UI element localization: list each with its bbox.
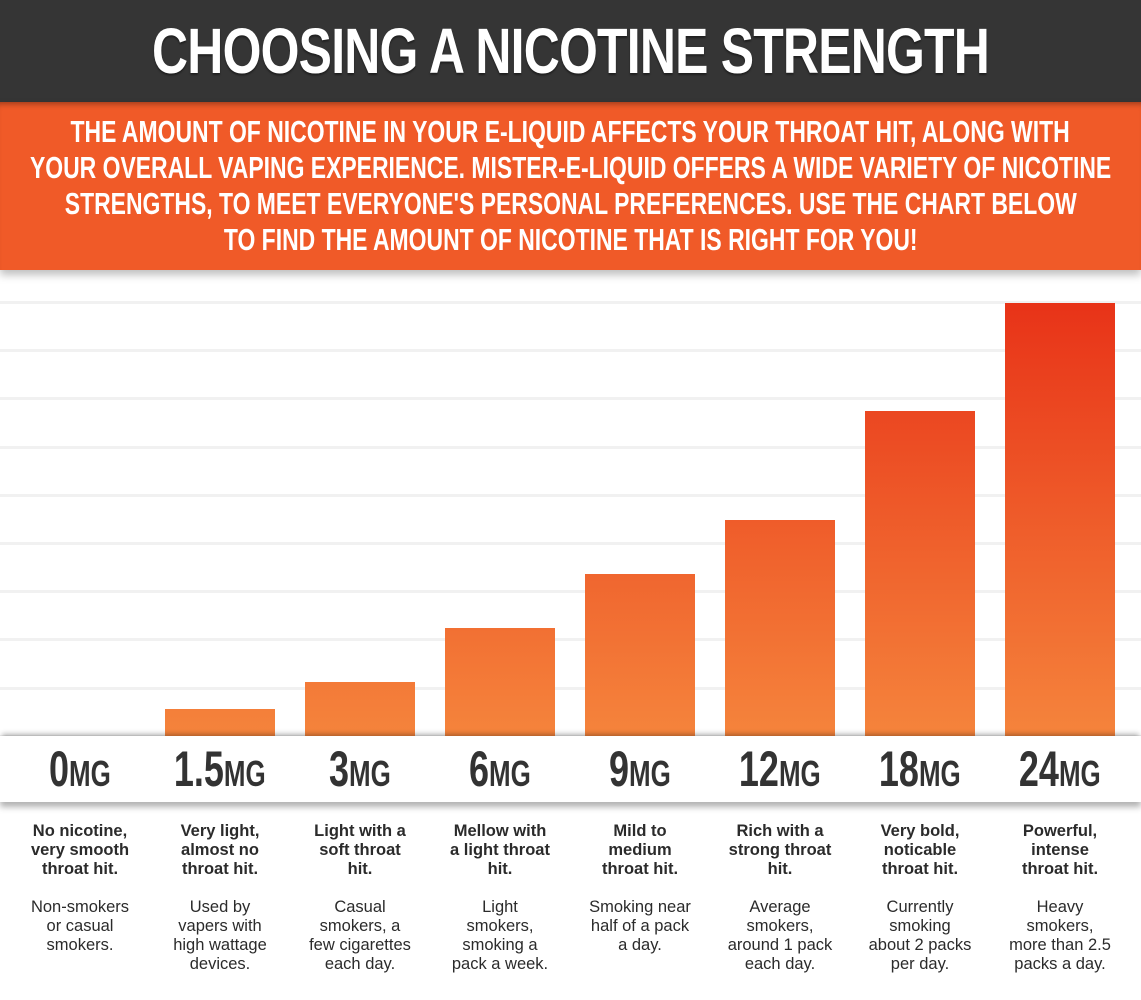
strength-unit: MG [919,753,961,794]
smoker-profile: Heavy smokers, more than 2.5 packs a day. [1009,898,1111,973]
strength-description: Rich with a strong throat hit. Average smoke… [710,822,850,974]
throat-hit-summary: Mild to medium throat hit. [601,822,679,878]
gridline [0,349,1141,353]
axis-label: 6MG [430,736,570,802]
smoker-profile: Average smokers, around 1 pack each day. [727,898,833,973]
bar-12mg [725,519,835,736]
strength-description: No nicotine, very smooth throat hit. Non-sm… [10,822,150,955]
throat-hit-summary: Light with a soft throat hit. [314,822,406,878]
axis-label: 18MG [850,736,990,802]
bar-6mg [445,627,555,736]
smoker-profile: Currently smoking about 2 packs per day. [868,898,972,973]
axis-label: 3MG [290,736,430,802]
smoker-profile: Smoking near half of a pack a day. [589,898,691,954]
bar-9mg [585,573,695,736]
axis-label: 9MG [570,736,710,802]
strength-unit: MG [349,753,391,794]
intro-line-3: STRENGTHS, TO MEET EVERYONE'S PERSONAL P… [64,186,1077,221]
strength-value: 18 [879,741,920,797]
strength-unit: MG [69,753,111,794]
strength-unit: MG [489,753,531,794]
throat-hit-summary: Mellow with a light throat hit. [450,822,550,878]
bar-3mg [305,681,415,736]
strength-description: Light with a soft throat hit. Casual smokers… [290,822,430,974]
strength-value: 1.5 [174,741,225,797]
intro-banner: THE AMOUNT OF NICOTINE IN YOUR E-LIQUID … [0,102,1141,270]
strength-unit: MG [629,753,671,794]
gridline [0,493,1141,497]
strength-description: Powerful, intense throat hit. Heavy smokers,… [990,822,1130,974]
axis-label: 0MG [10,736,150,802]
strength-value: 24 [1019,741,1060,797]
bar-24mg [1005,303,1115,736]
gridline [0,301,1141,304]
strength-unit: MG [224,753,266,794]
intro-line-1: THE AMOUNT OF NICOTINE IN YOUR E-LIQUID … [70,114,1071,149]
throat-hit-summary: No nicotine, very smooth throat hit. [30,822,130,878]
gridline [0,638,1141,642]
page-title: CHOOSING A NICOTINE STRENGTH [152,15,990,87]
strength-unit: MG [779,753,821,794]
smoker-profile: Non-smokers or casual smokers. [30,898,130,954]
bar-1-5mg [165,708,275,736]
smoker-profile: Light smokers, smoking a pack a week. [451,898,549,973]
strength-description: Very bold, noticable throat hit. Currently s… [850,822,990,974]
bar-chart [0,270,1141,738]
axis-label: 1.5MG [150,736,290,802]
smoker-profile: Casual smokers, a few cigarettes each day. [309,898,411,973]
gridline [0,590,1141,594]
axis-label: 12MG [710,736,850,802]
strength-description: Very light, almost no throat hit. Used by va… [150,822,290,974]
strength-value: 9 [609,741,630,797]
strength-description: Mellow with a light throat hit. Light smoker… [430,822,570,974]
header: CHOOSING A NICOTINE STRENGTH [0,0,1141,102]
strength-value: 3 [329,741,350,797]
strength-value: 12 [739,741,780,797]
throat-hit-summary: Very light, almost no throat hit. [180,822,260,878]
gridline [0,686,1141,690]
throat-hit-summary: Rich with a strong throat hit. [728,822,832,878]
axis-label: 24MG [990,736,1130,802]
strength-value: 6 [469,741,490,797]
bar-18mg [865,411,975,736]
x-axis-labels: 0MG 1.5MG 3MG 6MG 9MG 12MG 18MG 24MG [0,736,1141,802]
intro-line-4: TO FIND THE AMOUNT OF NICOTINE THAT IS R… [223,222,918,257]
strength-description: Mild to medium throat hit. Smoking near half… [570,822,710,955]
gridline [0,445,1141,449]
strength-unit: MG [1059,753,1101,794]
gridline [0,397,1141,401]
strength-value: 0 [49,741,70,797]
throat-hit-summary: Very bold, noticable throat hit. [880,822,960,878]
intro-line-2: YOUR OVERALL VAPING EXPERIENCE. MISTER-E… [29,150,1112,185]
smoker-profile: Used by vapers with high wattage devices. [173,898,267,973]
throat-hit-summary: Powerful, intense throat hit. [1021,822,1099,878]
gridline [0,542,1141,545]
